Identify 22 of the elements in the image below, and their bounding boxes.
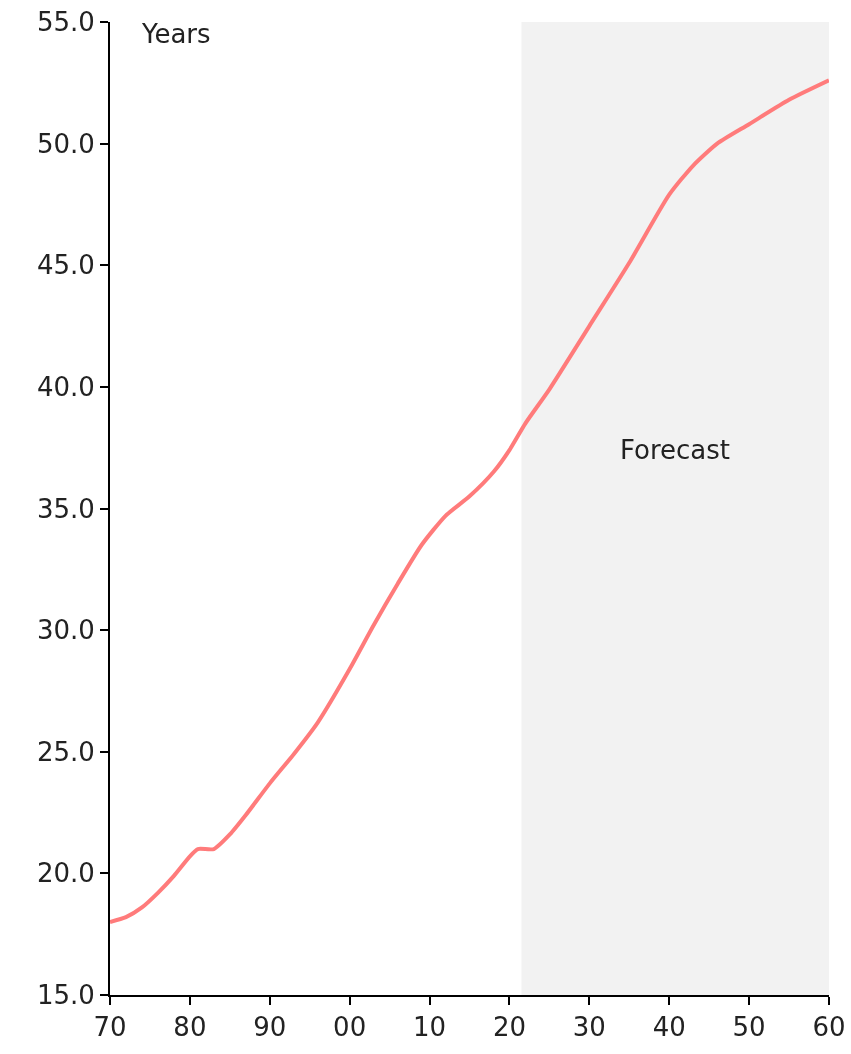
- x-tick-label: 60: [812, 1012, 846, 1043]
- x-tick-label: 00: [333, 1012, 367, 1043]
- y-tick-label: 20.0: [36, 858, 95, 889]
- y-tick-label: 15.0: [36, 980, 95, 1011]
- y-tick-label: 35.0: [36, 493, 95, 524]
- x-tick-label: 90: [253, 1012, 287, 1043]
- x-tick-label: 50: [732, 1012, 766, 1043]
- x-tick-label: 30: [572, 1012, 606, 1043]
- y-tick-label: 30.0: [36, 615, 95, 646]
- y-axis-title: Years: [141, 19, 211, 49]
- x-tick-label: 40: [652, 1012, 686, 1043]
- band-label: Forecast: [620, 435, 731, 465]
- y-tick-label: 55.0: [36, 7, 95, 38]
- x-tick-label: 20: [492, 1012, 526, 1043]
- x-tick-label: 80: [173, 1012, 207, 1043]
- x-tick-label: 10: [413, 1012, 447, 1043]
- y-tick-label: 25.0: [36, 736, 95, 767]
- y-tick-label: 45.0: [36, 250, 95, 281]
- y-tick-label: 50.0: [36, 128, 95, 159]
- line-series: [110, 78, 829, 925]
- x-tick-label: 70: [93, 1012, 127, 1043]
- y-tick-label: 40.0: [36, 371, 95, 402]
